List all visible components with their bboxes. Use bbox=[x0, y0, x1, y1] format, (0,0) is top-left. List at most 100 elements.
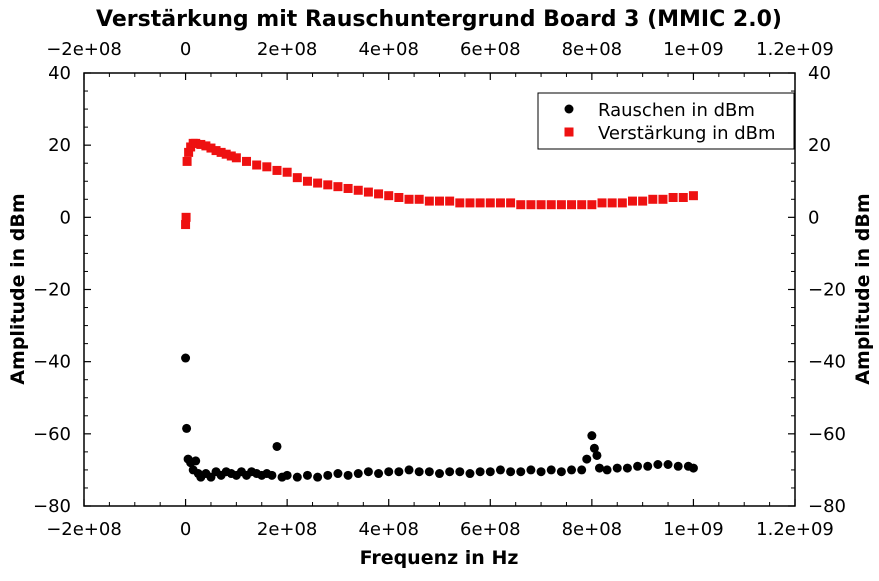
legend-label-rauschen: Rauschen in dBm bbox=[598, 100, 755, 121]
data-point bbox=[353, 185, 363, 195]
data-point bbox=[262, 162, 272, 172]
data-point bbox=[577, 200, 587, 210]
data-point bbox=[688, 191, 698, 201]
data-point bbox=[292, 173, 302, 183]
data-point bbox=[567, 465, 577, 475]
data-point bbox=[577, 465, 587, 475]
data-point bbox=[424, 467, 434, 477]
x-tick-label-top: 8e+08 bbox=[562, 39, 623, 60]
data-point bbox=[673, 461, 683, 471]
data-point bbox=[206, 143, 216, 153]
data-point bbox=[516, 467, 526, 477]
data-point bbox=[435, 469, 444, 479]
data-point bbox=[272, 441, 282, 451]
data-point bbox=[592, 450, 602, 460]
data-point bbox=[536, 467, 546, 477]
data-point bbox=[536, 200, 546, 210]
data-point bbox=[633, 461, 643, 471]
data-point bbox=[414, 467, 424, 477]
data-point bbox=[435, 196, 444, 206]
data-point bbox=[668, 192, 678, 202]
y-axis-title-right: Amplitude in dBm bbox=[852, 193, 874, 384]
data-point bbox=[556, 200, 566, 210]
data-point bbox=[384, 467, 394, 477]
x-tick-label-bottom: 4e+08 bbox=[358, 519, 419, 540]
legend-box bbox=[537, 92, 795, 150]
data-point bbox=[526, 465, 536, 475]
data-point bbox=[622, 463, 632, 473]
data-point bbox=[688, 463, 698, 473]
data-point bbox=[546, 465, 556, 475]
plot-area bbox=[83, 72, 796, 507]
data-point bbox=[363, 467, 373, 477]
data-point bbox=[302, 470, 312, 480]
y-tick-label-right: 0 bbox=[808, 207, 819, 228]
x-tick-label-top: 6e+08 bbox=[460, 39, 521, 60]
x-tick-label-bottom: −2e+08 bbox=[46, 519, 122, 540]
data-point bbox=[384, 191, 394, 201]
data-point bbox=[506, 467, 516, 477]
data-point bbox=[465, 469, 475, 479]
x-tick-label-bottom: 1e+09 bbox=[663, 519, 724, 540]
data-point bbox=[313, 178, 323, 188]
x-tick-label-top: 1.2e+09 bbox=[756, 39, 834, 60]
data-point bbox=[445, 467, 455, 477]
data-point bbox=[424, 196, 434, 206]
data-point bbox=[506, 198, 516, 208]
data-point bbox=[612, 463, 622, 473]
data-point bbox=[394, 467, 404, 477]
x-tick-label-top: 4e+08 bbox=[358, 39, 419, 60]
data-point bbox=[252, 160, 262, 170]
data-point bbox=[475, 198, 485, 208]
y-axis-title-left: Amplitude in dBm bbox=[7, 193, 29, 384]
data-point bbox=[191, 456, 201, 466]
y-tick-label-left: 40 bbox=[48, 63, 71, 84]
data-point bbox=[582, 454, 592, 464]
data-point bbox=[643, 461, 653, 471]
data-point bbox=[495, 465, 505, 475]
data-point bbox=[292, 472, 302, 482]
data-point bbox=[658, 194, 668, 204]
y-tick-label-left: 20 bbox=[48, 135, 71, 156]
data-point bbox=[201, 141, 211, 151]
data-point bbox=[495, 198, 505, 208]
y-tick-label-left: 0 bbox=[60, 207, 71, 228]
data-point bbox=[216, 147, 226, 157]
data-point bbox=[597, 198, 607, 208]
data-point bbox=[211, 146, 221, 156]
data-point bbox=[556, 467, 566, 477]
data-point bbox=[181, 220, 191, 230]
chart-title: Verstärkung mit Rauschuntergrund Board 3… bbox=[96, 7, 782, 32]
data-point bbox=[267, 470, 277, 480]
data-point bbox=[485, 198, 495, 208]
data-point bbox=[231, 153, 241, 163]
x-tick-label-top: 0 bbox=[180, 39, 191, 60]
x-tick-label-top: 1e+09 bbox=[663, 39, 724, 60]
data-point bbox=[181, 353, 191, 363]
data-point bbox=[516, 200, 526, 210]
data-point bbox=[475, 467, 485, 477]
x-axis-bottom: −2e+08 0 2e+08 4e+08 6e+08 8e+08 1e+09 1.2e+09 bbox=[46, 499, 834, 540]
data-point bbox=[242, 156, 252, 166]
data-point bbox=[182, 156, 192, 166]
data-point bbox=[323, 470, 333, 480]
data-point bbox=[182, 423, 192, 433]
data-point bbox=[638, 196, 648, 206]
data-point bbox=[181, 212, 191, 222]
data-point bbox=[567, 200, 577, 210]
data-point bbox=[333, 182, 343, 192]
data-point bbox=[404, 194, 414, 204]
data-point bbox=[374, 469, 384, 479]
y-tick-label-left: −80 bbox=[33, 496, 71, 517]
data-point bbox=[602, 465, 612, 475]
data-point bbox=[374, 189, 384, 199]
data-point bbox=[394, 192, 404, 202]
data-point bbox=[191, 138, 201, 148]
data-point bbox=[343, 470, 353, 480]
x-axis-top: −2e+08 0 2e+08 4e+08 6e+08 8e+08 1e+09 1.2e+09 bbox=[46, 39, 834, 80]
data-point bbox=[302, 176, 312, 186]
y-tick-label-left: −60 bbox=[33, 424, 71, 445]
data-point bbox=[455, 198, 465, 208]
data-point bbox=[607, 198, 617, 208]
y-tick-label-right: −40 bbox=[808, 352, 846, 373]
